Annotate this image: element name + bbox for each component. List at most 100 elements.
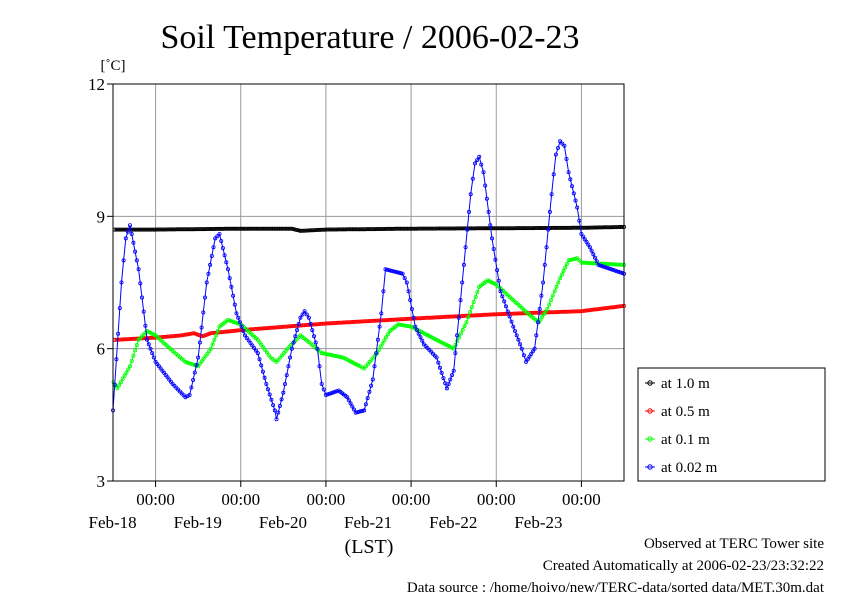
data-point: [119, 280, 124, 285]
data-point: [186, 332, 191, 337]
data-point: [570, 257, 575, 262]
data-point: [396, 322, 401, 327]
data-point: [377, 324, 382, 329]
data-point: [469, 305, 474, 310]
data-point: [298, 315, 303, 320]
data-point: [460, 280, 465, 285]
data-point: [186, 361, 191, 366]
data-point: [489, 236, 494, 241]
data-point: [575, 256, 580, 261]
legend-label: at 0.1 m: [661, 432, 710, 448]
data-point: [400, 226, 405, 231]
data-point: [570, 184, 575, 189]
data-point: [607, 225, 612, 230]
data-point: [173, 333, 178, 338]
data-point: [145, 337, 150, 342]
data-point: [343, 320, 348, 325]
data-point: [470, 176, 475, 181]
legend-swatch-marker: [647, 408, 653, 414]
data-point: [357, 364, 362, 369]
data-point: [546, 227, 551, 232]
data-point: [398, 271, 403, 276]
data-point: [210, 342, 215, 347]
data-point: [609, 267, 614, 272]
data-point: [421, 315, 426, 320]
data-point: [603, 265, 608, 270]
data-point: [539, 293, 544, 298]
data-point: [271, 403, 276, 408]
data-point: [141, 309, 146, 314]
data-point: [261, 345, 266, 350]
data-point: [134, 343, 139, 348]
data-point: [205, 351, 210, 356]
data-point: [439, 370, 444, 375]
data-point: [378, 344, 383, 349]
data-point: [522, 311, 527, 316]
data-point: [133, 227, 138, 232]
data-point: [408, 298, 413, 303]
data-point: [466, 209, 471, 214]
data-point: [345, 395, 350, 400]
data-point: [503, 311, 508, 316]
data-point: [266, 352, 271, 357]
legend-swatch-marker: [647, 436, 653, 442]
data-point: [549, 298, 554, 303]
data-point: [462, 313, 467, 318]
data-point: [243, 226, 248, 231]
data-point: [262, 375, 267, 380]
data-point: [563, 265, 568, 270]
data-point: [351, 407, 356, 412]
data-point: [131, 240, 136, 245]
data-point: [371, 318, 376, 323]
x-tick-date-label: Feb-23: [514, 513, 562, 532]
data-point: [589, 248, 594, 253]
data-point: [505, 309, 510, 314]
data-point: [611, 267, 616, 272]
data-point: [407, 324, 412, 329]
data-point: [498, 289, 503, 294]
data-point: [507, 314, 512, 319]
data-point: [321, 351, 326, 356]
data-point: [334, 389, 339, 394]
data-point: [365, 396, 370, 401]
data-point: [236, 315, 241, 320]
data-point: [313, 340, 318, 345]
data-series: [111, 139, 627, 422]
data-point: [139, 295, 144, 300]
data-point: [385, 332, 390, 337]
data-point: [532, 346, 537, 351]
data-point: [403, 323, 408, 328]
data-point: [257, 357, 262, 362]
data-point: [402, 276, 407, 281]
data-point: [286, 364, 291, 369]
data-point: [419, 316, 424, 321]
data-point: [406, 289, 411, 294]
data-point: [388, 268, 393, 273]
data-point: [606, 261, 611, 266]
data-point: [551, 310, 556, 315]
data-point: [558, 309, 563, 314]
data-point: [391, 317, 396, 322]
data-point: [117, 306, 122, 311]
data-point: [521, 353, 526, 358]
data-source-path: Data source : /home/hoivo/new/TERC-data/…: [406, 580, 824, 596]
data-point: [149, 227, 154, 232]
data-point: [117, 383, 122, 388]
data-point: [169, 334, 174, 339]
data-point: [150, 351, 155, 356]
data-point: [495, 268, 500, 273]
data-point: [382, 338, 387, 343]
data-point: [446, 381, 451, 386]
data-point: [233, 320, 238, 325]
data-point: [179, 333, 184, 338]
data-point: [164, 334, 169, 339]
data-point: [233, 226, 238, 231]
data-point: [189, 385, 194, 390]
data-point: [235, 328, 240, 333]
data-point: [314, 322, 319, 327]
data-point: [484, 196, 489, 201]
data-point: [215, 328, 220, 333]
data-point: [246, 338, 251, 343]
data-point: [439, 315, 444, 320]
data-point: [381, 289, 386, 294]
